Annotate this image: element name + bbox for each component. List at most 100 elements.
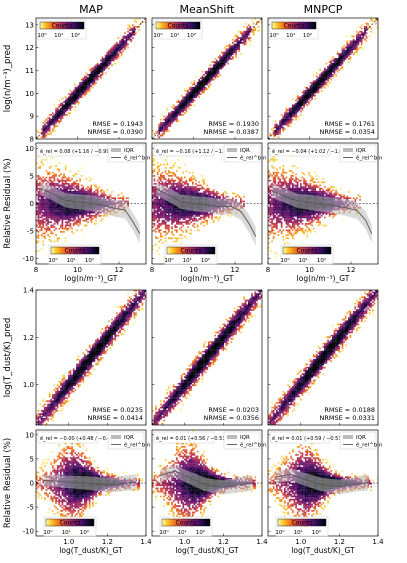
colorbar-gradient [50,246,100,255]
colorbar-gradient [166,246,216,255]
colorbar-gradient [277,518,327,527]
legend-iqr: IQR [356,148,366,154]
plot-area [152,290,262,425]
nrmse-label: NRMSE = 0.0354 [319,128,375,136]
xtick-label: 1.4 [140,538,152,546]
panel-density-scatter-map: 8 9 10 11 12 13 Counts 10⁰ 10¹ 10² RMSE = 0.1943NR… [25,17,147,144]
colorbar-tick: 10¹ [54,32,63,39]
colorbar-tick: 10⁰ [164,257,174,264]
x-axis-label: log(n/m⁻³)_GT [181,274,234,283]
colorbar-label: Counts [60,520,81,527]
plot-area [152,143,262,264]
ytick-label: -10 [23,528,34,536]
colorbar: Counts 10⁰ 10¹ 10² [37,19,87,40]
colorbar-tick: 10² [85,257,94,264]
iqr-band [272,184,372,243]
iqr-band [159,464,253,495]
xtick-label: 10 [189,266,198,274]
xtick-label: 1.4 [256,538,268,546]
plot-area [268,143,378,264]
nrmse-label: NRMSE = 0.0387 [203,128,259,136]
xtick-label: 8 [34,266,38,274]
ytick-label: 5 [30,173,34,181]
median-error-label: ẽ_rel = −0.00 (+0.48 / −0.49) % [40,436,122,442]
plot-area [36,143,146,264]
colorbar-tick: 10¹ [294,529,303,536]
nrmse-label: NRMSE = 0.0390 [87,128,143,136]
legend-median: ẽ_rel^bin [356,443,383,449]
xtick-label: 1.0 [63,538,74,546]
legend-median: ẽ_rel^bin [240,156,267,162]
legend-iqr: IQR [356,435,366,441]
xtick-label: 10 [305,266,314,274]
xtick-label: 1.2 [102,538,113,546]
ytick-label: 10 [25,431,34,439]
colorbar-tick: 10¹ [67,257,76,264]
rmse-label: RMSE = 0.0188 [324,406,375,414]
colorbar-label: Counts [292,520,313,527]
ytick-label: 1.2 [23,334,34,342]
colorbar-tick: 10⁰ [280,257,290,264]
nrmse-label: NRMSE = 0.0414 [87,414,143,422]
colorbar-tick: 10¹ [62,529,71,536]
ytick-label: 13 [25,21,34,29]
column-titles: MAP MeanShift MNPCP [79,3,343,16]
ytick-label: 9 [30,113,34,121]
legend-iqr: IQR [240,435,250,441]
median-line [155,188,257,237]
colorbar: Counts 10⁰ 10¹ 10² [159,516,213,537]
colorbar-tick: 10² [303,32,312,39]
xtick-label: 1.4 [372,538,384,546]
colorbar-tick: 10¹ [183,257,192,264]
median-line [43,480,137,486]
colorbar-tick: 10² [187,32,196,39]
ytick-label: 1.0 [23,381,34,389]
colorbar-label: Counts [176,520,197,527]
residual-legend: ẽ_rel = −0.00 (+0.48 / −0.49) % IQR ẽ_rel^… [37,431,151,450]
colorbar: Counts 10⁰ 10¹ 10² [43,516,97,537]
x-axis-label: log(n/m⁻³)_GT [65,274,118,283]
xtick-label: 12 [115,266,124,274]
colorbar-tick: 10⁰ [37,32,47,39]
colorbar-tick: 10¹ [299,257,308,264]
colorbar: Counts 10⁰ 10¹ 10² [164,244,218,265]
colorbar: Counts 10⁰ 10¹ 10² [269,19,319,40]
xtick-label: 1.0 [295,538,306,546]
residual-legend: ẽ_rel = 0.08 (+1.16 / −0.99) % IQR ẽ_rel^b… [37,144,151,163]
ytick-label: -10 [23,255,34,263]
colorbar-tick: 10² [201,257,210,264]
xtick-label: 8 [266,266,270,274]
colorbar-label: Counts [181,248,202,255]
xtick-label: 12 [231,266,240,274]
colorbar-gradient [39,21,85,30]
legend-median: ẽ_rel^bin [124,156,151,162]
colorbar-gradient [45,518,95,527]
median-error-label: ẽ_rel = −0.04 (+1.02 / −1.04) % [272,149,354,155]
panel-tdust-residual-mnpcp: 1.0 1.2 1.4 log(T_dust/K)_GT ẽ_rel = 0.01 (+… [267,429,384,555]
legend-median: ẽ_rel^bin [124,443,151,449]
median-error-label: ẽ_rel = 0.08 (+1.16 / −0.99) % [40,149,118,155]
xtick-label: 10 [73,266,82,274]
rmse-label: RMSE = 0.0235 [92,406,143,414]
colorbar-tick: 10² [80,529,89,536]
colorbar-tick: 10⁰ [269,32,279,39]
colorbar-tick: 10⁰ [159,529,169,536]
rmse-label: RMSE = 0.1930 [208,120,259,128]
median-error-label: ẽ_rel = 0.01 (+0.59 / −0.53) % [272,436,350,442]
colorbar-label: Counts [65,248,86,255]
colorbar-tick: 10¹ [170,32,179,39]
ytick-label: 12 [25,44,34,52]
iqr-band [156,182,256,246]
residual-legend: ẽ_rel = 0.01 (+0.59 / −0.53) % IQR ẽ_rel^b… [269,431,383,450]
residual-legend: ẽ_rel = −0.16 (+1.12 / −1.15) % IQR ẽ_rel^… [153,144,267,163]
colorbar-tick: 10¹ [178,529,187,536]
ytick-label: -5 [27,504,34,512]
x-axis-label: log(T_dust/K)_GT [175,546,239,555]
panel-tdust-residual-meanshift: 1.0 1.2 1.4 log(T_dust/K)_GT ẽ_rel = 0.01 (+… [151,429,268,555]
